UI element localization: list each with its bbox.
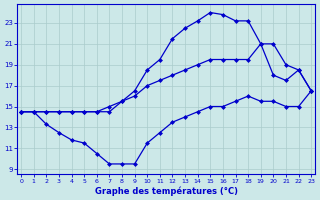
X-axis label: Graphe des températures (°C): Graphe des températures (°C): [95, 186, 238, 196]
